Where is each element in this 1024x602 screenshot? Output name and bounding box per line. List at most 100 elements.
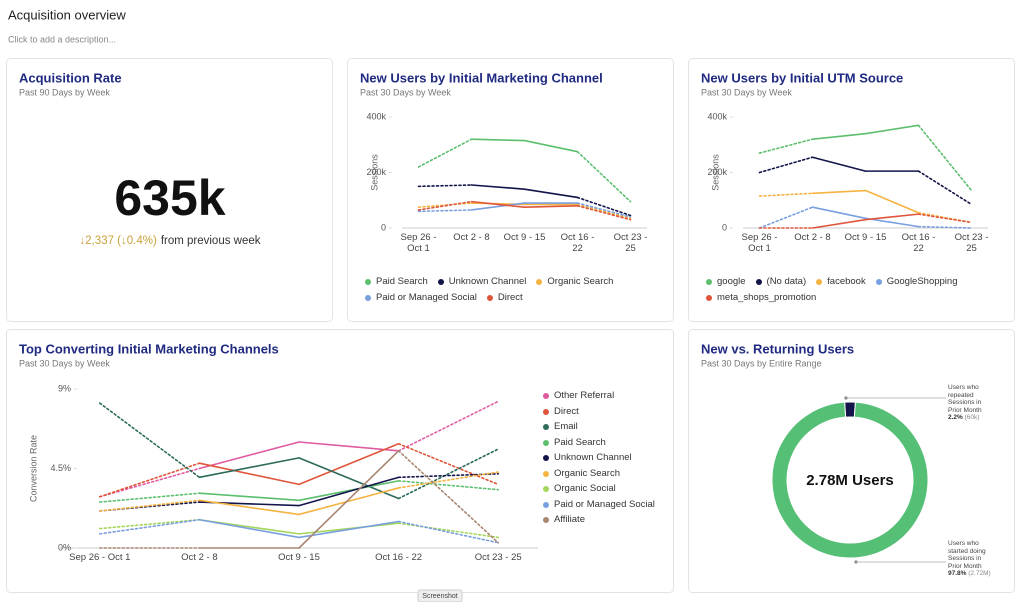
legend-item[interactable]: (No data) — [755, 276, 806, 288]
line-segment — [198, 457, 300, 479]
x-tick-label-box: Oct 9 - 15 — [278, 552, 320, 563]
legend-item[interactable]: Direct — [486, 292, 523, 304]
footer-tab[interactable] — [417, 589, 463, 602]
x-tick-label-box: Oct 9 - 15 — [844, 232, 887, 243]
legend-item[interactable]: GoogleShopping — [875, 276, 958, 288]
legend-label: Affiliate — [554, 514, 585, 525]
y-tick-label: 200k — [707, 167, 727, 177]
annotation-name: Users who repeated Sessions in Prior Mon… — [948, 384, 982, 414]
line-segment — [298, 520, 400, 539]
description[interactable]: Click to add a description... — [8, 34, 116, 44]
x-tick-label: Oct 23 - 25 — [474, 552, 522, 563]
legend-label: Paid Search — [554, 436, 606, 448]
line-segment — [397, 520, 500, 544]
line-segment — [470, 202, 526, 211]
donut-slice — [771, 401, 929, 559]
line-segment — [470, 138, 526, 142]
annotation-box: Users who started doing Sessions in Prio… — [948, 540, 992, 578]
line-segment — [397, 400, 500, 452]
legend-item[interactable]: Paid Search — [365, 276, 428, 288]
legend-item[interactable]: facebook — [816, 276, 866, 288]
x-tick-label-box: Oct 16 - 22 — [375, 552, 422, 563]
legend-item[interactable]: Organic Social — [543, 483, 673, 495]
legend-item[interactable]: Paid or Managed Social — [543, 499, 673, 511]
line-segment — [758, 138, 814, 154]
legend-item[interactable]: Organic Search — [536, 276, 613, 288]
annotation: Users who started doing Sessions in Prio… — [948, 540, 992, 578]
annotation-box: Users who repeated Sessions in Prior Mon… — [948, 384, 992, 422]
line-segment — [298, 487, 400, 516]
legend-label: google — [717, 276, 746, 287]
legend-swatch — [755, 279, 762, 285]
x-tick-label-box: Oct 9 - 15 — [503, 232, 546, 243]
x-tick-label-box: Sep 26 - Oct 1 — [69, 552, 130, 563]
legend-label: Direct — [497, 292, 523, 303]
legend-item[interactable]: Direct — [543, 406, 673, 418]
legend-label: Organic Search — [547, 276, 614, 287]
y-tick-label: 0 — [381, 222, 386, 232]
legend-box: Paid Search Unknown Channel Organic Search… — [365, 276, 613, 304]
x-tick-label: Oct 9 - 15 — [844, 232, 887, 243]
x-tick-label: Sep 26 - Oct 1 — [400, 232, 437, 254]
legend-swatch — [543, 486, 549, 492]
legend-label: Paid or Managed Social — [376, 292, 477, 303]
annotation-percent: 2.2% — [948, 414, 963, 421]
y-axis-label: Sessions — [369, 154, 379, 191]
line-segment — [864, 217, 920, 228]
line-segment — [470, 200, 526, 208]
legend-swatch — [816, 279, 823, 285]
legend-item[interactable]: Unknown Channel — [543, 452, 673, 464]
legend-item[interactable]: Unknown Channel — [437, 276, 527, 288]
legend-swatch — [543, 455, 549, 461]
line-segment — [417, 184, 473, 188]
legend-swatch — [437, 279, 444, 285]
legend: Other Referral Direct Email Paid Search Unkn… — [543, 390, 673, 526]
line-segment — [523, 205, 579, 208]
legend-label: Paid or Managed Social — [554, 498, 655, 510]
legend-label: Email — [554, 421, 578, 432]
legend-item[interactable]: Organic Search — [543, 468, 673, 480]
x-tick-label-box: Sep 26 - Oct 1 — [400, 232, 437, 254]
x-tick-label-box: Sep 26 - Oct 1 — [742, 232, 778, 254]
legend-swatch — [706, 295, 712, 301]
legend-swatch — [365, 279, 371, 285]
line-segment — [811, 206, 867, 220]
line-segment — [576, 202, 632, 218]
x-tick-label: Oct 16 - 22 — [560, 232, 595, 254]
line-segment — [864, 213, 920, 221]
kpi-value: 635k — [114, 170, 225, 226]
legend-swatch — [543, 501, 549, 508]
legend-label: Unknown Channel — [554, 452, 632, 463]
y-tick-label: 4.5% — [50, 463, 71, 473]
page-title: Acquisition overview — [8, 7, 126, 22]
annotation: Users who repeated Sessions in Prior Mon… — [948, 384, 992, 422]
card — [6, 58, 333, 322]
legend-item[interactable]: Paid Search — [543, 437, 673, 449]
line-segment — [198, 499, 300, 516]
line-segment — [523, 188, 579, 199]
line-segment — [917, 170, 973, 206]
line-segment — [397, 480, 500, 491]
y-axis-label: Sessions — [710, 154, 720, 191]
legend-label: Unknown Channel — [448, 276, 527, 287]
x-tick-label: Oct 2 - 8 — [181, 552, 218, 563]
legend-item[interactable]: Affiliate — [543, 514, 673, 526]
legend-item[interactable]: Paid or Managed Social — [365, 292, 477, 304]
x-tick-label: Oct 9 - 15 — [503, 232, 546, 243]
legend-box: google (No data) facebook GoogleShopping met… — [706, 276, 958, 304]
legend-label: Other Referral — [554, 390, 615, 401]
line-segment — [917, 213, 973, 224]
legend-item[interactable]: Other Referral — [543, 390, 673, 402]
line-segment — [397, 442, 500, 486]
legend-item[interactable]: google — [706, 276, 746, 288]
footer-tab-label[interactable]: Screenshot — [422, 593, 457, 600]
card-title: New vs. Returning Users — [701, 341, 854, 356]
line-segment — [576, 205, 632, 221]
line-segment — [397, 522, 500, 539]
legend-item[interactable]: meta_shops_promotion — [706, 292, 816, 304]
y-axis-label: Conversion Rate — [28, 435, 38, 502]
line-segment — [864, 189, 920, 214]
line-segment — [198, 462, 300, 486]
legend-item[interactable]: Email — [543, 421, 673, 433]
x-tick-label-box: Oct 16 - 22 — [560, 232, 595, 254]
